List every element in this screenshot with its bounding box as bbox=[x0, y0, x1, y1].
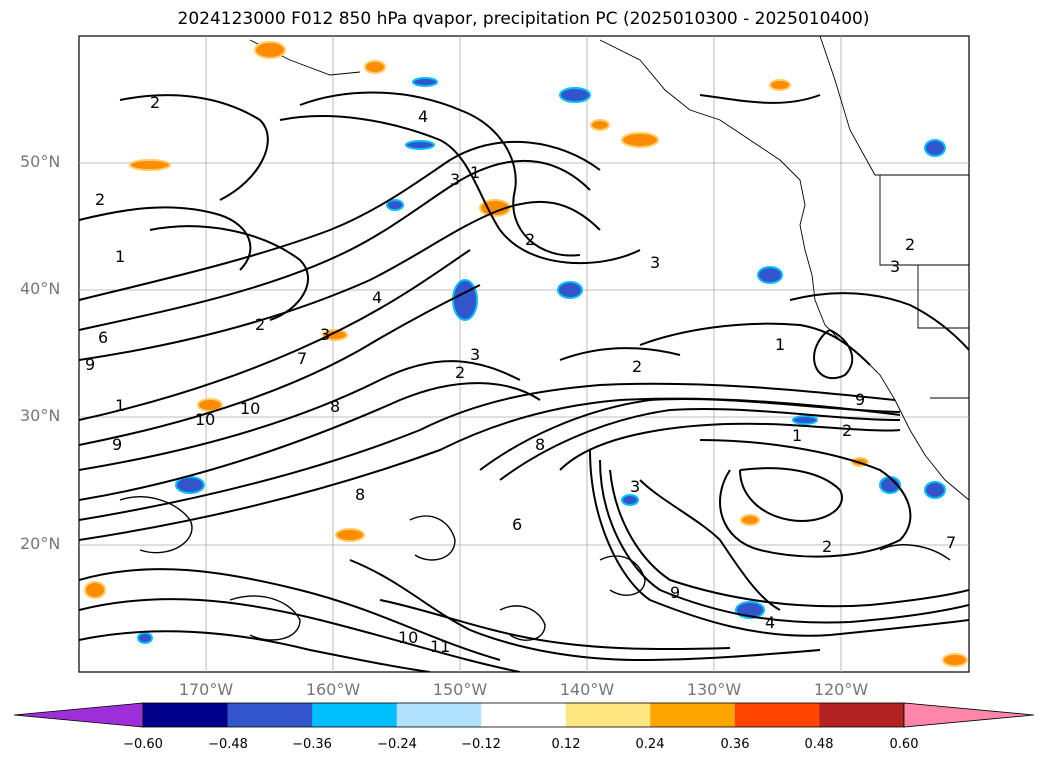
contour-label: 2 bbox=[842, 421, 852, 440]
qvapor-contours-thin bbox=[119, 496, 951, 641]
contour-label: 1 bbox=[115, 396, 125, 415]
lon-label-130w: 130°W bbox=[686, 680, 742, 699]
contour-label: 1 bbox=[792, 426, 802, 445]
contour-label: 3 bbox=[320, 325, 330, 344]
colorbar-cell bbox=[312, 703, 398, 727]
precip-warm bbox=[84, 41, 968, 667]
lon-label-170w: 170°W bbox=[178, 680, 234, 699]
colorbar-tick: 0.48 bbox=[804, 737, 834, 752]
lat-label-20n: 20°N bbox=[20, 534, 61, 553]
contour-label: 2 bbox=[255, 315, 265, 334]
contour-label: 3 bbox=[450, 170, 460, 189]
lon-label-140w: 140°W bbox=[559, 680, 615, 699]
contour-label: 8 bbox=[330, 397, 340, 416]
contour-label: 9 bbox=[670, 583, 680, 602]
colorbar-cell bbox=[481, 703, 567, 727]
contour-label: 9 bbox=[85, 355, 95, 374]
colorbar-tick: −0.60 bbox=[123, 737, 163, 752]
contour-label: 3 bbox=[470, 345, 480, 364]
colorbar-cell bbox=[396, 703, 482, 727]
lon-label-150w: 150°W bbox=[432, 680, 488, 699]
map-title: 2024123000 F012 850 hPa qvapor, precipit… bbox=[177, 9, 870, 29]
colorbar-tick: −0.48 bbox=[208, 737, 248, 752]
contour-label: 2 bbox=[150, 93, 160, 112]
lat-label-40n: 40°N bbox=[20, 279, 61, 298]
colorbar-tick: −0.24 bbox=[377, 737, 417, 752]
contour-label: 8 bbox=[355, 485, 365, 504]
contour-label: 2 bbox=[822, 537, 832, 556]
colorbar-tick: −0.12 bbox=[461, 737, 501, 752]
colorbar bbox=[13, 702, 1035, 728]
contour-label: 4 bbox=[418, 107, 428, 126]
contour-label: 4 bbox=[765, 613, 775, 632]
graticule bbox=[79, 36, 969, 672]
contour-label: 8 bbox=[535, 435, 545, 454]
contour-label: 2 bbox=[632, 357, 642, 376]
colorbar-cell bbox=[819, 703, 905, 727]
contour-label: 6 bbox=[512, 515, 522, 534]
contour-label: 9 bbox=[112, 435, 122, 454]
colorbar-tick: 0.60 bbox=[889, 737, 919, 752]
contour-label: 3 bbox=[650, 253, 660, 272]
colorbar-tick: 0.24 bbox=[635, 737, 665, 752]
lat-label-50n: 50°N bbox=[20, 152, 61, 171]
colorbar-cell bbox=[143, 703, 229, 727]
colorbar-cell bbox=[650, 703, 736, 727]
colorbar-tick: 0.12 bbox=[551, 737, 581, 752]
contour-label: 2 bbox=[525, 230, 535, 249]
contour-label: 6 bbox=[98, 328, 108, 347]
qvapor-contours bbox=[79, 91, 969, 672]
colorbar-cell bbox=[734, 703, 820, 727]
contour-label: 3 bbox=[630, 477, 640, 496]
contour-label: 10 bbox=[195, 410, 215, 429]
map-frame bbox=[78, 35, 970, 673]
lat-label-30n: 30°N bbox=[20, 406, 61, 425]
contour-label: 10 bbox=[398, 628, 418, 647]
contour-label: 3 bbox=[890, 257, 900, 276]
contour-label: 10 bbox=[240, 399, 260, 418]
contour-label: 1 bbox=[775, 335, 785, 354]
contour-label: 2 bbox=[905, 235, 915, 254]
contour-label: 7 bbox=[297, 349, 307, 368]
contour-label: 7 bbox=[946, 533, 956, 552]
contour-label: 9 bbox=[855, 390, 865, 409]
colorbar-left-extension bbox=[13, 702, 144, 728]
colorbar-cell bbox=[227, 703, 313, 727]
contour-label: 2 bbox=[95, 190, 105, 209]
contour-labels: 2 2 4 3 1 2 3 4 2 1 6 9 3 1 10 10 8 7 2 … bbox=[85, 93, 956, 656]
colorbar-cell bbox=[565, 703, 651, 727]
lon-label-160w: 160°W bbox=[305, 680, 361, 699]
colorbar-tick: 0.36 bbox=[720, 737, 750, 752]
precip-cool bbox=[137, 77, 946, 644]
contour-label: 11 bbox=[430, 637, 450, 656]
contour-label: 1 bbox=[470, 163, 480, 182]
contour-label: 4 bbox=[372, 288, 382, 307]
lon-label-120w: 120°W bbox=[813, 680, 869, 699]
contour-label: 1 bbox=[115, 247, 125, 266]
contour-label: 2 bbox=[455, 363, 465, 382]
colorbar-right-extension bbox=[903, 702, 1035, 728]
colorbar-tick: −0.36 bbox=[292, 737, 332, 752]
